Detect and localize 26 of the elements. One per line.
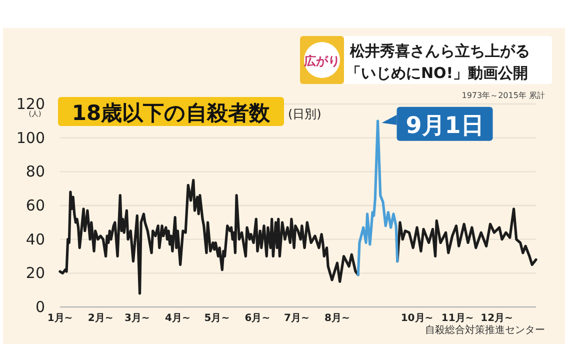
x-tick-label: 6月~ <box>244 313 270 324</box>
chart-title: 18歳以下の自殺者数 <box>72 101 272 125</box>
x-tick-label: 1月~ <box>47 313 73 324</box>
y-tick-label: 100 <box>16 128 45 147</box>
x-tick-label: 10月~ <box>400 313 434 324</box>
x-tick-label: 2月~ <box>88 313 114 324</box>
x-tick-label: 11月~ <box>441 313 474 324</box>
y-tick-label: 40 <box>26 230 45 248</box>
x-tick-label: 12月~ <box>480 313 513 324</box>
x-tick-label: 7月~ <box>284 313 310 324</box>
annotation: 9月1日 <box>406 112 484 139</box>
text: 1973年～2015年 累計 <box>462 91 545 100</box>
line-series <box>356 120 399 276</box>
x-tick-label: 8月~ <box>324 313 350 324</box>
y-tick-label: 20 <box>26 264 45 282</box>
y-tick-label: 60 <box>26 196 45 214</box>
x-tick-label: 5月~ <box>204 313 230 324</box>
chart-subtitle: (日別) <box>288 107 322 121</box>
x-tick-label: 3月~ <box>124 313 150 324</box>
x-tick-label: 4月~ <box>165 313 190 324</box>
y-tick-label: 0 <box>35 298 45 316</box>
text: 広がり <box>303 54 340 68</box>
y-tick-label: 80 <box>26 162 45 181</box>
text: 松井秀喜さんら立ち上がる <box>349 42 530 60</box>
text: 自殺総合対策推進センター <box>425 324 545 336</box>
text: 「いじめにNO!」動画公開 <box>346 64 528 82</box>
